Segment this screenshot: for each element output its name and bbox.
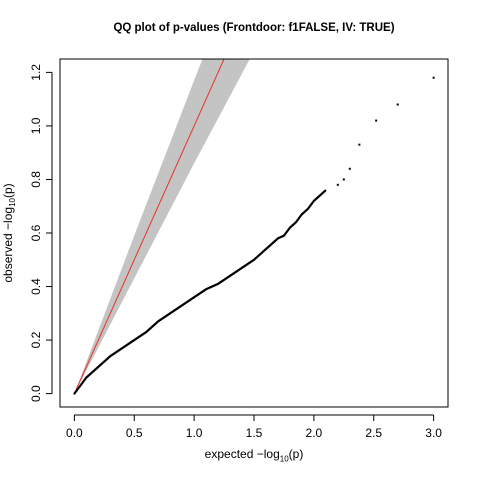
x-axis-label-sub: 10 (279, 454, 289, 464)
x-tick-label: 1.5 (246, 426, 263, 440)
y-tick-label: 0.2 (29, 331, 43, 348)
x-tick-label: 0.0 (66, 426, 83, 440)
x-axis-label-suffix: (p) (288, 447, 304, 461)
x-tick-label: 2.5 (365, 426, 382, 440)
chart-title: QQ plot of p-values (Frontdoor: f1FALSE,… (113, 22, 395, 34)
qq-point (375, 119, 378, 122)
x-tick-label: 1.0 (186, 426, 203, 440)
qq-point (348, 167, 351, 170)
qq-point (396, 103, 399, 106)
y-tick-label: 0.6 (29, 224, 43, 241)
plot-frame (59, 58, 449, 408)
x-tick-label: 3.0 (425, 426, 442, 440)
y-tick-label: 0.0 (29, 385, 43, 402)
x-tick-label: 2.0 (306, 426, 323, 440)
x-tick-label: 0.5 (126, 426, 143, 440)
x-axis-label-prefix: expected (204, 447, 257, 461)
y-tick-label: 1.2 (29, 64, 43, 81)
y-axis-label-prefix: observed (0, 229, 15, 283)
y-axis-label: observed −log10(p) (1, 183, 17, 282)
y-tick-label: 0.8 (29, 171, 43, 188)
y-axis-label-text: −log (0, 206, 15, 230)
y-axis-label-sub: 10 (8, 198, 18, 207)
x-axis-label-text: −log (256, 447, 280, 461)
qq-point (358, 143, 361, 146)
x-axis-label: expected −log10(p) (60, 447, 448, 463)
qq-point (324, 189, 327, 192)
reference-line (73, 59, 225, 394)
y-tick-label: 1.0 (29, 117, 43, 134)
qq-point (336, 183, 339, 186)
qq-point (432, 76, 435, 79)
qq-point (342, 178, 345, 181)
y-axis-label-suffix: (p) (0, 183, 15, 199)
y-tick-label: 0.4 (29, 278, 43, 295)
